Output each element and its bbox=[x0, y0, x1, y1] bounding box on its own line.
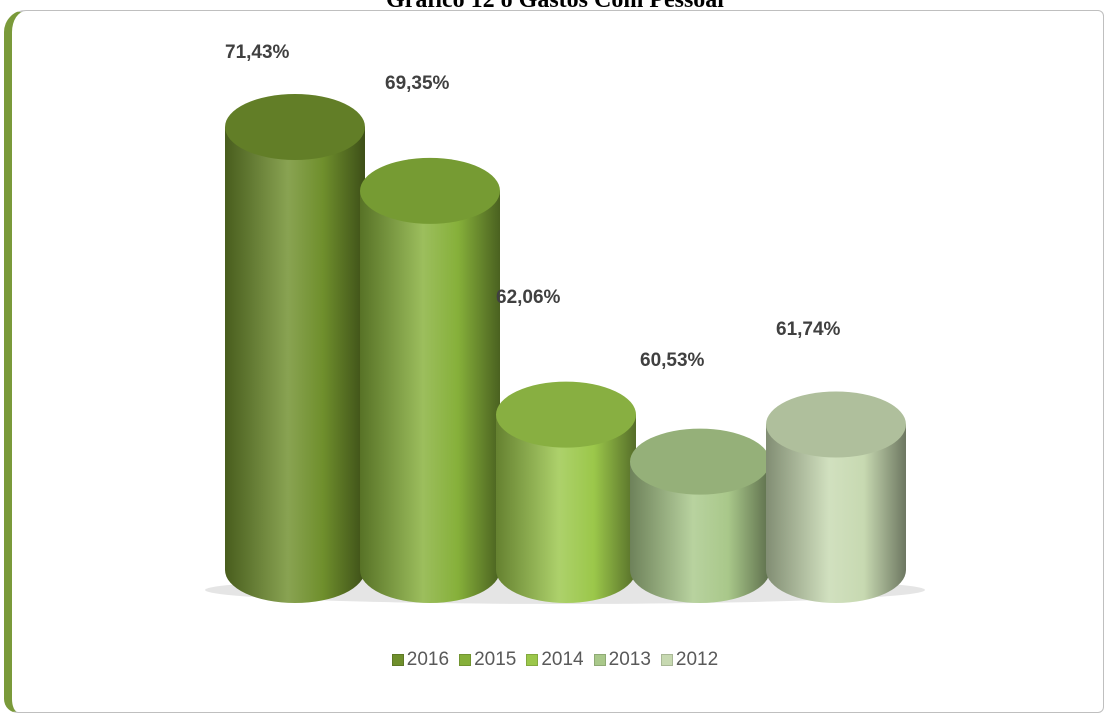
bar-body-2016 bbox=[225, 126, 365, 604]
bar-top-2014 bbox=[496, 381, 636, 448]
bar-top-2013 bbox=[630, 428, 770, 495]
legend-item-2014: 2014 bbox=[526, 649, 584, 671]
data-label-2012: 61,74% bbox=[776, 319, 841, 341]
data-label-2013: 60,53% bbox=[640, 349, 705, 371]
legend-swatch bbox=[660, 654, 673, 666]
data-label-2016: 71,43% bbox=[225, 41, 290, 63]
bar-top-2012 bbox=[766, 391, 906, 458]
chart-legend: 2016 2015 2014 2013 2012 bbox=[0, 649, 1110, 671]
bar-2012 bbox=[766, 391, 906, 603]
bar-body-2014 bbox=[496, 414, 636, 603]
bar-top-2015 bbox=[360, 157, 500, 224]
legend-label: 2013 bbox=[608, 649, 651, 670]
legend-swatch bbox=[459, 654, 472, 666]
legend-item-2016: 2016 bbox=[391, 649, 450, 671]
legend-label: 2014 bbox=[541, 649, 584, 670]
bar-2013 bbox=[630, 428, 770, 603]
legend-label: 2016 bbox=[406, 649, 450, 670]
legend-label: 2012 bbox=[675, 649, 719, 670]
legend-swatch bbox=[391, 654, 404, 666]
bar-body-2013 bbox=[630, 461, 770, 603]
bar-2015 bbox=[360, 157, 500, 604]
data-label-2014: 62,06% bbox=[496, 286, 561, 308]
legend-item-2013: 2013 bbox=[593, 649, 651, 671]
bar-top-2016 bbox=[225, 93, 365, 160]
legend-swatch bbox=[526, 654, 539, 666]
bar-2014 bbox=[496, 381, 636, 603]
legend-item-2015: 2015 bbox=[459, 649, 516, 671]
legend-label: 2015 bbox=[474, 649, 517, 670]
data-label-2015: 69,35% bbox=[385, 72, 450, 94]
legend-item-2012: 2012 bbox=[660, 649, 719, 671]
bar-body-2015 bbox=[360, 190, 500, 604]
bar-2016 bbox=[225, 93, 365, 604]
chart-title: Gráfico 12 ó Gastos Com Pessoal bbox=[386, 0, 724, 13]
bar-body-2012 bbox=[766, 424, 906, 603]
legend-swatch bbox=[593, 654, 606, 666]
